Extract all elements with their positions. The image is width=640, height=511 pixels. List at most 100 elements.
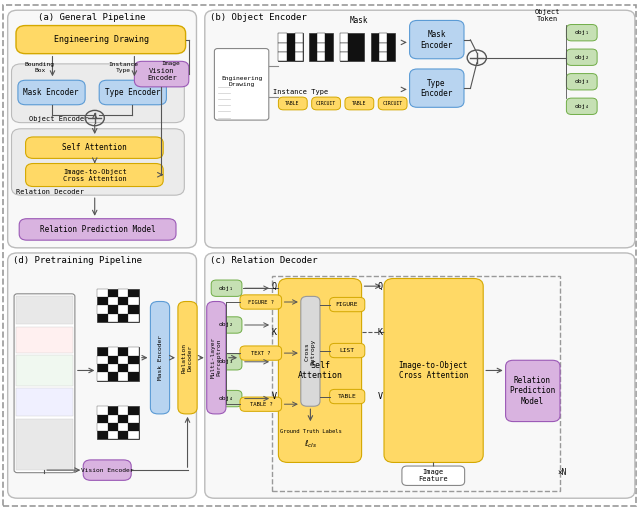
Text: Engineering
Drawing: Engineering Drawing (221, 76, 262, 87)
FancyBboxPatch shape (97, 347, 139, 381)
Text: obj₂: obj₂ (574, 55, 589, 60)
Text: obj₄: obj₄ (574, 104, 589, 109)
FancyBboxPatch shape (83, 460, 131, 480)
Text: TABLE: TABLE (337, 394, 356, 399)
FancyBboxPatch shape (294, 42, 303, 52)
Text: Instance Type: Instance Type (273, 89, 328, 95)
FancyBboxPatch shape (278, 52, 287, 61)
Text: Vision
Encoder: Vision Encoder (147, 67, 177, 81)
FancyBboxPatch shape (317, 52, 325, 61)
FancyBboxPatch shape (150, 301, 170, 414)
FancyBboxPatch shape (129, 431, 139, 439)
Text: obj₁: obj₁ (574, 30, 589, 35)
FancyBboxPatch shape (294, 33, 303, 42)
Text: Image: Image (161, 61, 180, 66)
FancyBboxPatch shape (97, 373, 108, 381)
FancyBboxPatch shape (108, 431, 118, 439)
FancyBboxPatch shape (301, 296, 320, 406)
FancyBboxPatch shape (97, 406, 139, 439)
FancyBboxPatch shape (97, 406, 108, 414)
Text: Mask: Mask (349, 16, 367, 25)
FancyBboxPatch shape (97, 356, 108, 364)
Text: TABLE: TABLE (352, 101, 366, 106)
FancyBboxPatch shape (16, 296, 73, 324)
Text: Image-to-Object
Cross Attention: Image-to-Object Cross Attention (63, 169, 127, 182)
FancyBboxPatch shape (97, 289, 139, 322)
Text: K: K (378, 328, 383, 337)
Text: Self Attention: Self Attention (62, 143, 127, 152)
FancyBboxPatch shape (330, 343, 365, 358)
FancyBboxPatch shape (118, 356, 129, 364)
Text: (a) General Pipeline: (a) General Pipeline (38, 13, 146, 22)
FancyBboxPatch shape (129, 314, 139, 322)
FancyBboxPatch shape (214, 49, 269, 120)
FancyBboxPatch shape (211, 280, 242, 296)
FancyBboxPatch shape (16, 327, 73, 353)
Text: Self
Attention: Self Attention (298, 361, 342, 380)
FancyBboxPatch shape (566, 49, 597, 65)
FancyBboxPatch shape (207, 301, 226, 414)
FancyBboxPatch shape (309, 33, 333, 61)
Text: Mask
Encoder: Mask Encoder (420, 30, 452, 50)
Text: Image
Feature: Image Feature (419, 469, 448, 482)
FancyBboxPatch shape (178, 301, 197, 414)
FancyBboxPatch shape (8, 10, 196, 248)
Text: obj₃: obj₃ (219, 359, 234, 364)
FancyBboxPatch shape (278, 97, 307, 110)
Text: Object
Token: Object Token (534, 9, 560, 22)
Text: Relation Decoder: Relation Decoder (16, 189, 84, 195)
FancyBboxPatch shape (97, 306, 108, 314)
FancyBboxPatch shape (134, 61, 189, 87)
Text: (b) Object Encoder: (b) Object Encoder (210, 13, 307, 22)
Bar (272, 276, 560, 491)
FancyBboxPatch shape (278, 278, 362, 462)
Text: CIRCUIT: CIRCUIT (316, 101, 336, 106)
Text: Engineering Drawing: Engineering Drawing (54, 35, 148, 44)
FancyBboxPatch shape (97, 289, 108, 297)
FancyBboxPatch shape (16, 419, 73, 470)
Text: obj₄: obj₄ (219, 396, 234, 401)
FancyBboxPatch shape (16, 26, 186, 54)
FancyBboxPatch shape (340, 52, 348, 61)
Text: Ground Truth Labels: Ground Truth Labels (280, 429, 341, 434)
FancyBboxPatch shape (129, 297, 139, 306)
FancyBboxPatch shape (410, 69, 464, 107)
Text: Type
Encoder: Type Encoder (420, 79, 452, 98)
Text: Image-to-Object
Cross Attention: Image-to-Object Cross Attention (399, 361, 468, 380)
Text: Multi-layer
Perceptron: Multi-layer Perceptron (211, 337, 221, 378)
FancyBboxPatch shape (211, 390, 242, 407)
Text: Mask Encoder: Mask Encoder (157, 335, 163, 380)
Text: K: K (271, 328, 276, 337)
FancyBboxPatch shape (410, 20, 464, 59)
FancyBboxPatch shape (118, 406, 129, 414)
FancyBboxPatch shape (108, 314, 118, 322)
FancyBboxPatch shape (18, 80, 85, 105)
Text: (c) Relation Decoder: (c) Relation Decoder (210, 256, 317, 265)
FancyBboxPatch shape (16, 388, 73, 416)
FancyBboxPatch shape (278, 33, 303, 61)
FancyBboxPatch shape (108, 297, 118, 306)
FancyBboxPatch shape (118, 423, 129, 431)
FancyBboxPatch shape (99, 80, 166, 105)
Text: obj₂: obj₂ (219, 322, 234, 328)
FancyBboxPatch shape (379, 52, 387, 61)
Text: ×N: ×N (557, 468, 566, 477)
FancyBboxPatch shape (371, 33, 395, 61)
Text: Relation
Prediction
Model: Relation Prediction Model (509, 376, 556, 406)
FancyBboxPatch shape (205, 253, 635, 498)
Text: Relation Prediction Model: Relation Prediction Model (40, 225, 156, 234)
FancyBboxPatch shape (384, 278, 483, 462)
FancyBboxPatch shape (211, 354, 242, 370)
Text: obj₃: obj₃ (574, 79, 589, 84)
FancyBboxPatch shape (317, 33, 325, 42)
FancyBboxPatch shape (278, 33, 287, 42)
FancyBboxPatch shape (205, 10, 635, 248)
Text: Bounding
Box: Bounding Box (25, 62, 54, 73)
Text: FIGURE: FIGURE (335, 302, 358, 307)
FancyBboxPatch shape (26, 164, 163, 187)
FancyBboxPatch shape (566, 74, 597, 90)
FancyBboxPatch shape (12, 129, 184, 195)
FancyBboxPatch shape (129, 347, 139, 356)
FancyBboxPatch shape (14, 294, 75, 473)
Text: $\ell_{cls}$: $\ell_{cls}$ (304, 439, 317, 450)
